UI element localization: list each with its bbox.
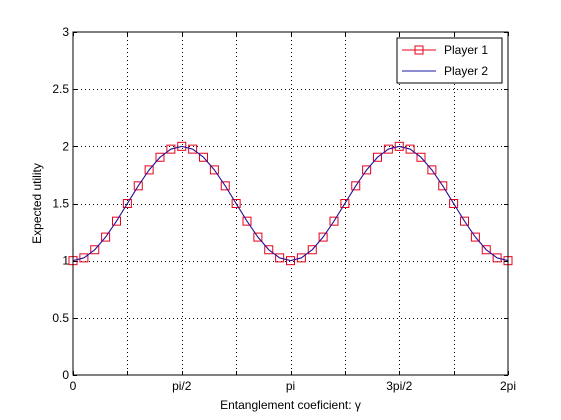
data-point-marker — [155, 152, 165, 162]
y-axis-label: Expected utility — [30, 163, 44, 244]
y-tick-label: 2 — [62, 139, 69, 153]
data-point-marker — [318, 232, 328, 242]
data-point-marker — [481, 245, 491, 255]
data-point-marker — [188, 144, 198, 154]
data-point-marker — [177, 141, 187, 151]
x-tick-label: 0 — [70, 379, 77, 393]
data-point-marker — [394, 141, 404, 151]
data-point-marker — [307, 245, 317, 255]
legend-label-player-1: Player 1 — [444, 43, 488, 57]
data-point-marker — [220, 181, 230, 191]
data-point-marker — [492, 253, 502, 263]
data-point-marker — [329, 216, 339, 226]
y-tick-label: 3 — [62, 25, 69, 39]
data-point-marker — [209, 165, 219, 175]
data-point-marker — [405, 144, 415, 154]
x-tick-label: 3pi/2 — [386, 379, 412, 393]
data-point-marker — [101, 232, 111, 242]
tick-labels: 0 pi/2 pi 3pi/2 2pi 0 0.5 1 1.5 2 2.5 3 — [52, 25, 516, 393]
data-point-marker — [253, 232, 263, 242]
data-point-marker — [199, 152, 208, 162]
data-point-marker — [416, 152, 426, 162]
data-point-marker — [79, 253, 89, 263]
data-point-marker — [231, 199, 241, 208]
data-point-marker — [351, 181, 361, 191]
x-tick-label: 2pi — [500, 379, 516, 393]
x-tick-label: pi — [286, 379, 295, 393]
data-point-marker — [427, 165, 437, 175]
y-tick-label: 2.5 — [52, 82, 69, 96]
axes-frame — [72, 31, 509, 376]
data-point-marker — [438, 181, 448, 191]
data-point-marker — [242, 216, 252, 226]
y-tick-label: 0.5 — [52, 311, 69, 325]
data-point-marker — [166, 144, 176, 154]
legend: Player 1 Player 2 — [396, 37, 503, 84]
legend-marker-player-1 — [414, 45, 424, 55]
data-point-marker — [275, 253, 285, 263]
data-point-marker — [90, 245, 100, 255]
data-point-marker — [296, 253, 306, 263]
y-tick-label: 1.5 — [52, 197, 69, 211]
data-point-marker — [264, 245, 274, 255]
x-axis-label: Entanglement coeficient: γ — [220, 398, 361, 412]
data-point-marker — [286, 256, 295, 266]
series-line-player-2 — [72, 145, 509, 262]
y-tick-label: 0 — [62, 368, 69, 382]
grid-lines — [73, 32, 508, 375]
data-point-marker — [144, 165, 154, 175]
y-tick-label: 1 — [62, 254, 69, 268]
axis-ticks — [73, 32, 509, 376]
data-point-marker — [460, 216, 469, 226]
data-point-marker — [362, 165, 372, 175]
data-point-marker — [470, 232, 480, 242]
data-point-marker — [340, 199, 350, 208]
data-point-marker — [449, 199, 459, 208]
legend-label-player-2: Player 2 — [444, 64, 488, 78]
data-point-marker — [122, 199, 132, 208]
series-layer — [68, 141, 513, 266]
data-point-marker — [112, 216, 121, 226]
data-point-marker — [383, 144, 393, 154]
data-point-marker — [373, 152, 382, 162]
x-tick-label: pi/2 — [172, 379, 192, 393]
data-point-marker — [133, 181, 143, 191]
